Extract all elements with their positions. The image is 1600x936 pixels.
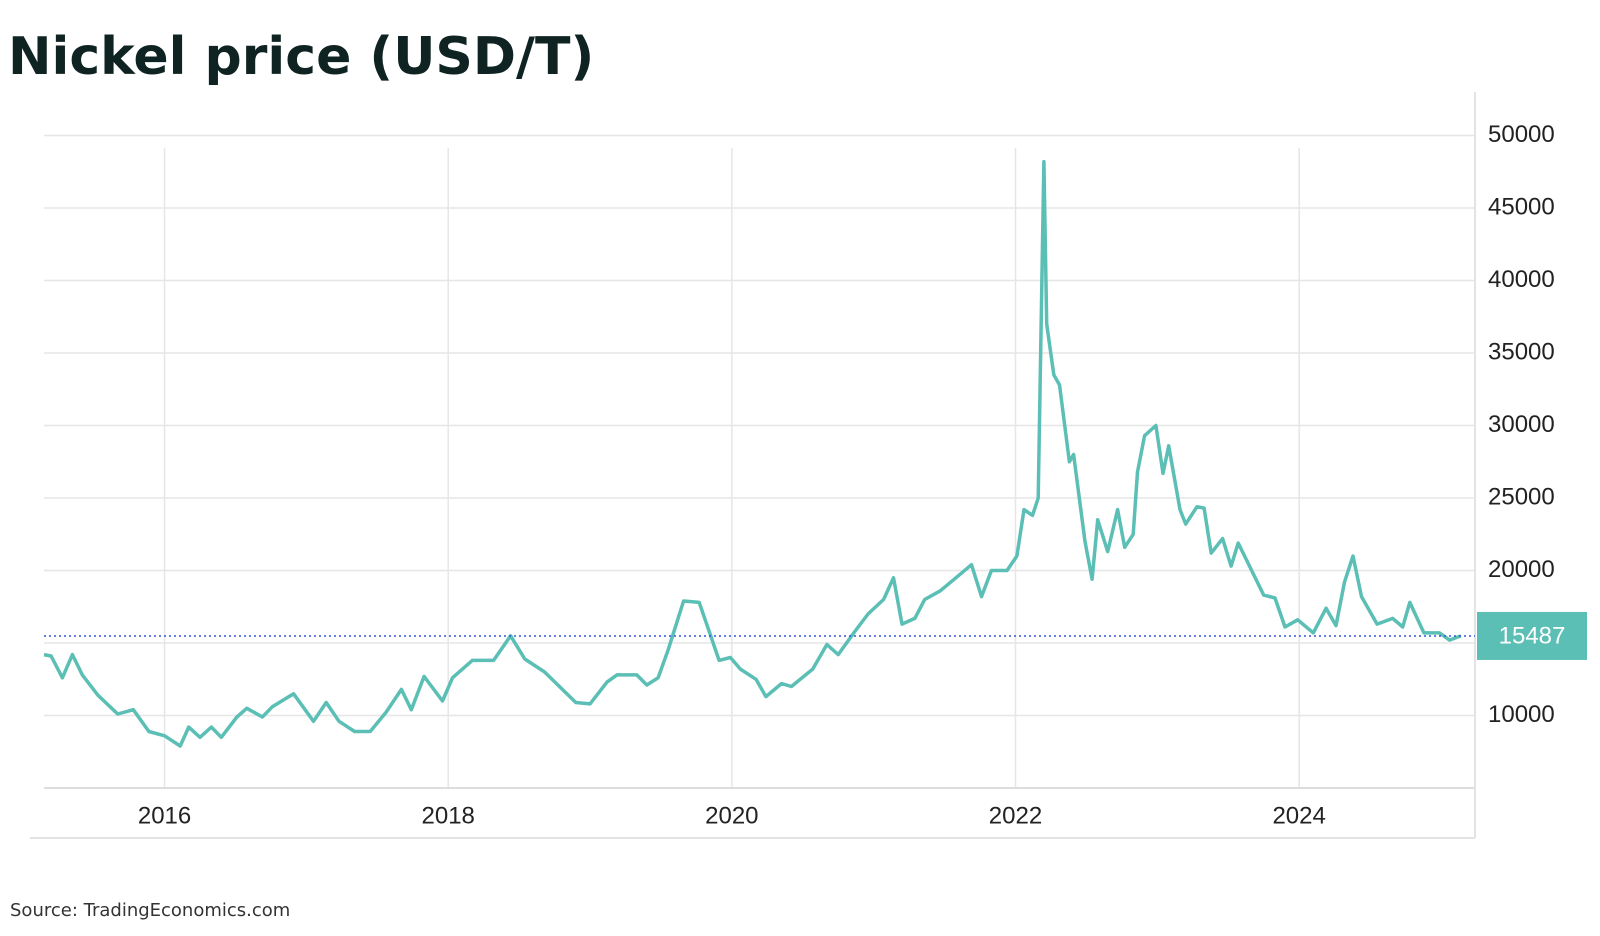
x-tick-label: 2024 (1272, 802, 1325, 829)
x-tick-label: 2022 (989, 802, 1042, 829)
y-tick-label: 25000 (1488, 483, 1555, 510)
last-value-box (1477, 611, 1587, 660)
x-tick-label: 2016 (138, 802, 191, 829)
last-value-label: 15487 (1499, 622, 1566, 649)
line (43, 159, 1462, 748)
y-tick-label: 40000 (1488, 266, 1555, 293)
x-tick-label: 2020 (705, 802, 758, 829)
chart-title: Nickel price (USD/T) (8, 27, 594, 87)
y-tick-label: 10000 (1488, 701, 1555, 728)
y-tick-label: 20000 (1488, 556, 1555, 583)
y-tick-label: 35000 (1488, 338, 1555, 365)
x-tick-label: 2018 (422, 802, 475, 829)
source: Source: TradingEconomics.com (10, 900, 290, 921)
y-tick-label: 30000 (1488, 411, 1555, 438)
y-tick-label: 50000 (1488, 121, 1555, 148)
y-tick-label: 45000 (1488, 193, 1555, 220)
